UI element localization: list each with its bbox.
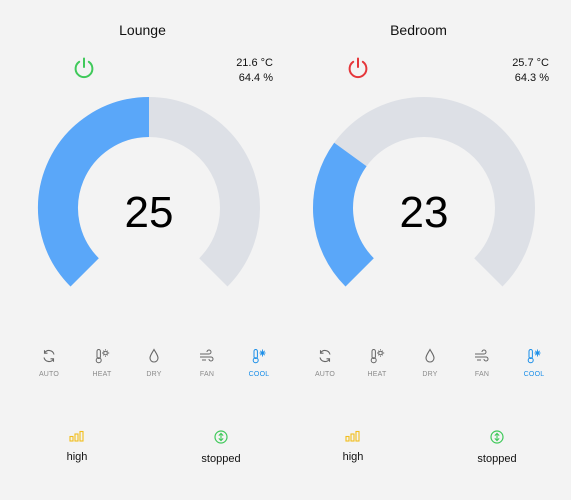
dry-icon (149, 348, 159, 363)
power-button[interactable] (346, 56, 370, 80)
fan-speed-value: high (342, 451, 364, 463)
cool-icon (252, 349, 266, 364)
swing-icon (214, 430, 228, 444)
power-button[interactable] (72, 56, 96, 80)
swing-control[interactable]: stopped (457, 430, 537, 465)
cool-icon (527, 349, 541, 364)
mode-label: FAN (199, 371, 215, 378)
target-temperature: 23 (399, 188, 449, 237)
temperature-gauge[interactable] (312, 96, 536, 320)
thermostat-card-bedroom: Bedroom 25.7 °C 64.3 % 23 AUTO HEAT (276, 0, 561, 500)
mode-cool[interactable]: COOL (514, 348, 554, 378)
temperature-gauge[interactable] (37, 96, 261, 320)
sensor-readings: 21.6 °C 64.4 % (236, 56, 273, 86)
fan-icon (475, 349, 489, 362)
mode-auto[interactable]: AUTO (305, 348, 345, 378)
current-temperature: 21.6 °C (236, 57, 273, 69)
mode-label: DRY (146, 371, 162, 378)
gauge-value-arc (313, 142, 375, 287)
mode-auto[interactable]: AUTO (29, 348, 69, 378)
swing-value: stopped (201, 453, 241, 465)
current-temperature: 25.7 °C (512, 57, 549, 69)
mode-fan[interactable]: FAN (462, 348, 502, 378)
mode-dry[interactable]: DRY (134, 348, 174, 378)
current-humidity: 64.3 % (514, 72, 549, 84)
gauge-value-arc (38, 97, 150, 287)
fan-icon (200, 349, 214, 362)
auto-icon (43, 349, 55, 363)
mode-label: COOL (523, 371, 545, 378)
swing-control[interactable]: stopped (181, 430, 261, 465)
power-icon (74, 57, 94, 79)
mode-label: DRY (422, 371, 438, 378)
fan-speed-bars-icon (345, 430, 360, 442)
heat-icon (370, 349, 385, 364)
swing-icon (490, 430, 504, 444)
mode-label: AUTO (314, 371, 336, 378)
mode-heat[interactable]: HEAT (357, 348, 397, 378)
heat-icon (95, 349, 110, 364)
mode-label: COOL (248, 371, 270, 378)
mode-label: FAN (474, 371, 490, 378)
target-temperature: 25 (124, 188, 174, 237)
mode-label: AUTO (38, 371, 60, 378)
mode-label: HEAT (367, 371, 387, 378)
fan-speed-bars-icon (69, 430, 84, 442)
swing-value: stopped (477, 453, 517, 465)
power-icon (348, 57, 368, 79)
thermostat-name: Bedroom (390, 22, 447, 38)
mode-cool[interactable]: COOL (239, 348, 279, 378)
dry-icon (425, 348, 435, 363)
mode-dry[interactable]: DRY (410, 348, 450, 378)
fan-speed-value: high (66, 451, 88, 463)
fan-speed-control[interactable]: high (37, 430, 117, 463)
mode-fan[interactable]: FAN (187, 348, 227, 378)
mode-label: HEAT (92, 371, 112, 378)
sensor-readings: 25.7 °C 64.3 % (512, 56, 549, 86)
mode-heat[interactable]: HEAT (82, 348, 122, 378)
thermostat-card-lounge: Lounge 21.6 °C 64.4 % 25 AUTO HEAT (0, 0, 285, 500)
current-humidity: 64.4 % (238, 72, 273, 84)
fan-speed-control[interactable]: high (313, 430, 393, 463)
thermostat-name: Lounge (119, 22, 166, 38)
auto-icon (319, 349, 331, 363)
